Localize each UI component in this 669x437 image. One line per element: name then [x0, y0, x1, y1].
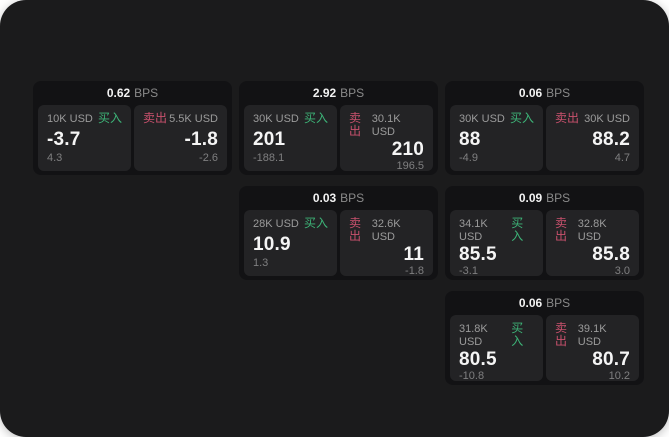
- sell-panel[interactable]: 卖出 32.8K USD 85.8 3.0: [546, 210, 639, 277]
- card-body: 28K USD 买入 10.9 1.3 卖出 32.6K USD 11 -1.8: [239, 210, 438, 277]
- card-header: 0.06 BPS: [445, 81, 644, 105]
- sell-amount: 30K USD: [584, 113, 630, 125]
- sell-label: 卖出: [349, 111, 362, 138]
- card-header: 0.62 BPS: [33, 81, 232, 105]
- buy-panel[interactable]: 34.1K USD 买入 85.5 -3.1: [450, 210, 543, 277]
- sell-delta: 3.0: [614, 265, 630, 277]
- quote-card-6: 0.06 BPS 31.8K USD 买入 80.5 -10.8 卖出 39.1…: [445, 291, 644, 385]
- buy-amount: 34.1K USD: [459, 218, 488, 243]
- sell-amount: 5.5K USD: [169, 113, 218, 125]
- buy-amount: 30K USD: [459, 113, 505, 125]
- bps-unit: BPS: [546, 86, 571, 100]
- buy-delta: -188.1: [253, 152, 285, 164]
- sell-label: 卖出: [555, 321, 568, 348]
- buy-delta: 1.3: [253, 257, 269, 269]
- buy-panel[interactable]: 30K USD 买入 201 -188.1: [244, 105, 337, 171]
- buy-amount: 28K USD: [253, 218, 299, 230]
- buy-label: 买入: [303, 216, 328, 230]
- sell-delta: -1.8: [405, 265, 424, 277]
- buy-price: 85.5: [459, 244, 497, 265]
- bps-unit: BPS: [134, 86, 159, 100]
- sell-amount: 32.8K USD: [577, 218, 607, 243]
- sell-panel[interactable]: 卖出 30K USD 88.2 4.7: [546, 105, 639, 171]
- buy-price: 10.9: [253, 233, 291, 255]
- buy-label: 买入: [303, 111, 328, 125]
- buy-price: 88: [459, 128, 481, 150]
- bps-unit: BPS: [546, 191, 571, 205]
- buy-label: 买入: [509, 111, 534, 125]
- sell-panel[interactable]: 卖出 30.1K USD 210 196.5: [340, 105, 433, 172]
- buy-panel[interactable]: 31.8K USD 买入 80.5 -10.8: [450, 315, 543, 382]
- sell-amount: 39.1K USD: [577, 323, 607, 348]
- sell-label: 卖出: [143, 111, 168, 125]
- buy-delta: -10.8: [459, 370, 485, 382]
- buy-label: 买入: [511, 216, 524, 243]
- bps-value: 0.62: [106, 86, 131, 100]
- buy-delta: 4.3: [47, 152, 63, 164]
- sell-label: 卖出: [349, 216, 362, 243]
- card-header: 0.06 BPS: [445, 291, 644, 315]
- sell-label: 卖出: [555, 216, 568, 243]
- buy-amount: 30K USD: [253, 113, 299, 125]
- bps-unit: BPS: [340, 86, 365, 100]
- card-header: 2.92 BPS: [239, 81, 438, 105]
- buy-price: 201: [253, 128, 286, 150]
- quote-card-5: 0.09 BPS 34.1K USD 买入 85.5 -3.1 卖出 32.8K…: [445, 186, 644, 280]
- card-body: 31.8K USD 买入 80.5 -10.8 卖出 39.1K USD 80.…: [445, 315, 644, 382]
- sell-panel[interactable]: 卖出 5.5K USD -1.8 -2.6: [134, 105, 227, 171]
- buy-panel[interactable]: 30K USD 买入 88 -4.9: [450, 105, 543, 171]
- bps-unit: BPS: [340, 191, 365, 205]
- sell-amount: 32.6K USD: [371, 218, 401, 243]
- sell-panel[interactable]: 卖出 39.1K USD 80.7 10.2: [546, 315, 639, 382]
- buy-label: 买入: [511, 321, 524, 348]
- sell-price: 11: [403, 244, 424, 265]
- card-body: 34.1K USD 买入 85.5 -3.1 卖出 32.8K USD 85.8…: [445, 210, 644, 277]
- sell-price: 85.8: [592, 244, 630, 265]
- sell-price: 210: [391, 139, 424, 160]
- sell-delta: -2.6: [199, 152, 218, 164]
- sell-delta: 10.2: [608, 370, 630, 382]
- buy-amount: 10K USD: [47, 113, 93, 125]
- buy-price: 80.5: [459, 349, 497, 370]
- sell-delta: 196.5: [396, 160, 424, 172]
- buy-price: -3.7: [47, 128, 81, 150]
- bps-value: 0.03: [312, 191, 337, 205]
- sell-amount: 30.1K USD: [371, 113, 401, 138]
- buy-delta: -3.1: [459, 265, 478, 277]
- quote-card-3: 0.06 BPS 30K USD 买入 88 -4.9 卖出 30K USD 8…: [445, 81, 644, 175]
- card-body: 10K USD 买入 -3.7 4.3 卖出 5.5K USD -1.8 -2.…: [33, 105, 232, 171]
- buy-label: 买入: [97, 111, 122, 125]
- buy-panel[interactable]: 10K USD 买入 -3.7 4.3: [38, 105, 131, 171]
- card-body: 30K USD 买入 88 -4.9 卖出 30K USD 88.2 4.7: [445, 105, 644, 171]
- card-body: 30K USD 买入 201 -188.1 卖出 30.1K USD 210 1…: [239, 105, 438, 172]
- sell-delta: 4.7: [614, 152, 630, 164]
- sell-panel[interactable]: 卖出 32.6K USD 11 -1.8: [340, 210, 433, 277]
- card-header: 0.03 BPS: [239, 186, 438, 210]
- sell-price: 80.7: [592, 349, 630, 370]
- buy-delta: -4.9: [459, 152, 478, 164]
- bps-value: 2.92: [312, 86, 337, 100]
- card-header: 0.09 BPS: [445, 186, 644, 210]
- sell-label: 卖出: [555, 111, 580, 125]
- buy-amount: 31.8K USD: [459, 323, 488, 348]
- quote-card-2: 2.92 BPS 30K USD 买入 201 -188.1 卖出 30.1K …: [239, 81, 438, 175]
- bps-unit: BPS: [546, 296, 571, 310]
- buy-panel[interactable]: 28K USD 买入 10.9 1.3: [244, 210, 337, 276]
- bps-value: 0.09: [518, 191, 543, 205]
- quote-card-4: 0.03 BPS 28K USD 买入 10.9 1.3 卖出 32.6K US…: [239, 186, 438, 280]
- sell-price: -1.8: [184, 128, 218, 150]
- sell-price: 88.2: [592, 128, 630, 150]
- quote-card-1: 0.62 BPS 10K USD 买入 -3.7 4.3 卖出 5.5K USD…: [33, 81, 232, 175]
- bps-value: 0.06: [518, 86, 543, 100]
- bps-value: 0.06: [518, 296, 543, 310]
